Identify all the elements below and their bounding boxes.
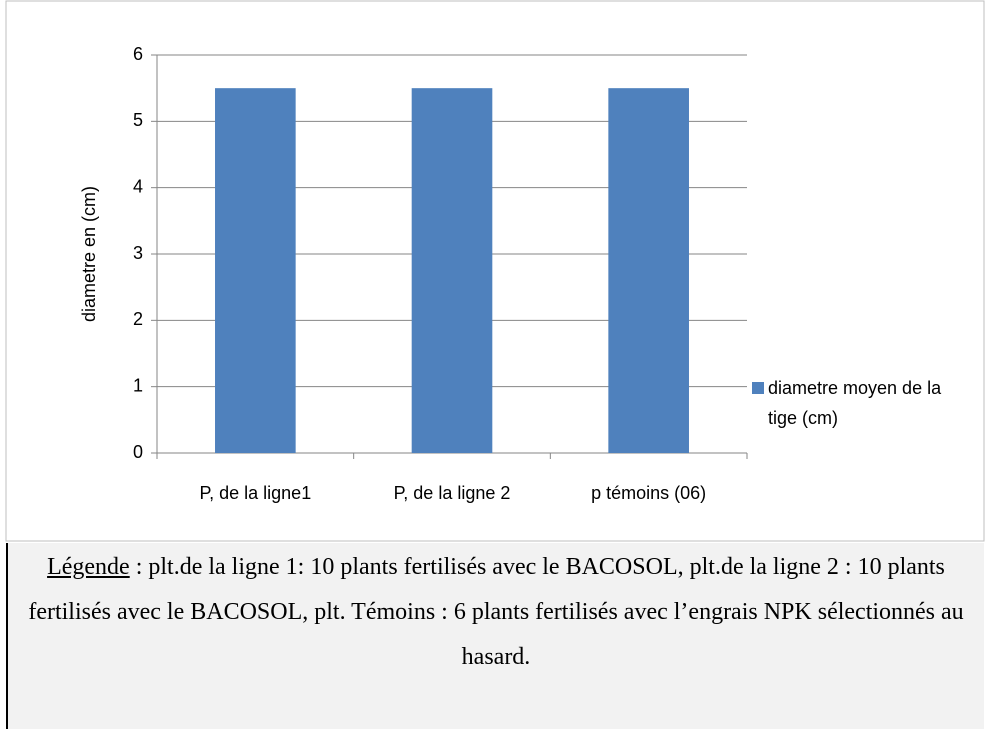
y-tick-label: 2: [133, 309, 143, 329]
caption-text: : plt.de la ligne 1: 10 plants fertilisé…: [28, 554, 964, 670]
y-axis-label: diametre en (cm): [79, 186, 99, 322]
x-tick-label: P, de la ligne 2: [394, 483, 511, 503]
y-tick-label: 3: [133, 243, 143, 263]
x-tick-label: P, de la ligne1: [199, 483, 311, 503]
legend-label: diametre moyen de la tige (cm): [768, 378, 942, 428]
chart-frame: [5, 0, 985, 542]
legend-swatch: [752, 382, 764, 394]
bar: [608, 88, 689, 454]
legend: diametre moyen de la tige (cm): [752, 373, 967, 433]
y-tick-label: 0: [133, 442, 143, 462]
y-tick-label: 6: [133, 44, 143, 64]
y-tick-label: 4: [133, 176, 143, 196]
bar: [411, 88, 493, 454]
chart: diametre en (cm) 0 1 2 3 4 5 6 P, de la ligne1 P…: [5, 0, 985, 542]
bar: [215, 88, 296, 454]
y-tick-label: 1: [133, 375, 143, 395]
caption: Légende : plt.de la ligne 1: 10 plants f…: [6, 543, 984, 729]
y-tick-label: 5: [133, 110, 143, 130]
x-tick-label: p témoins (06): [591, 483, 706, 503]
caption-label: Légende: [47, 554, 130, 580]
